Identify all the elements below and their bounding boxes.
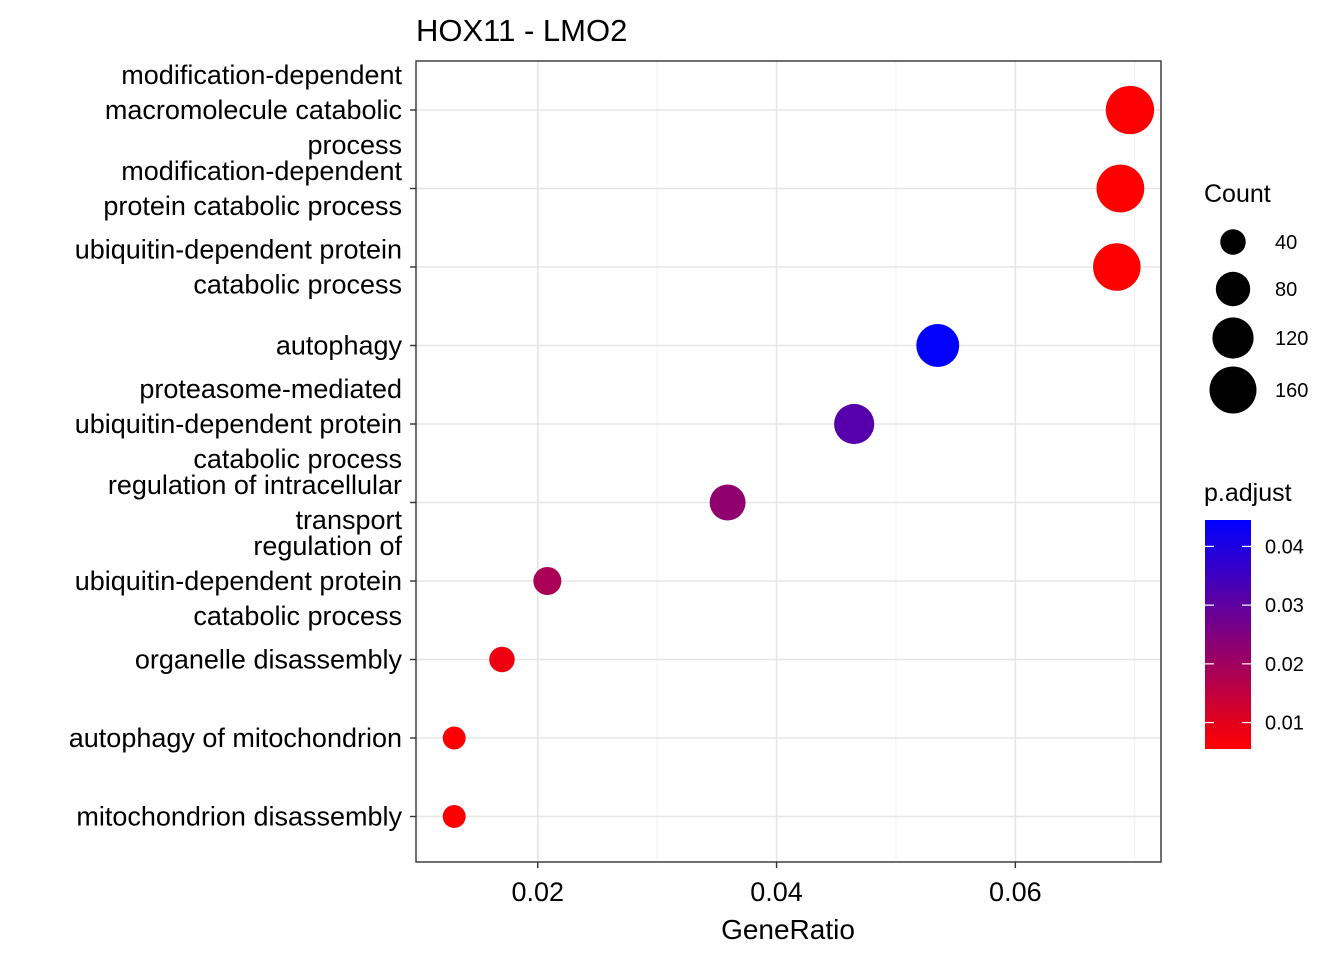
legend-padjust-title: p.adjust xyxy=(1204,479,1292,507)
y-tick-label: process xyxy=(307,130,402,160)
data-point xyxy=(442,726,466,750)
y-tick-label: macromolecule catabolic xyxy=(105,95,402,125)
colorbar-label: 0.01 xyxy=(1265,713,1304,735)
grid-lines xyxy=(416,61,1161,862)
data-point xyxy=(489,646,515,673)
y-tick-label: autophagy of mitochondrion xyxy=(69,723,402,753)
size-legend-key xyxy=(1209,366,1257,414)
colorbar-label: 0.04 xyxy=(1265,536,1304,558)
x-tick-label: 0.04 xyxy=(750,877,803,907)
data-point xyxy=(834,403,875,445)
y-tick-label: protein catabolic process xyxy=(103,191,402,221)
data-point xyxy=(533,566,562,596)
size-legend-label: 120 xyxy=(1275,328,1308,350)
y-tick-label: catabolic process xyxy=(193,270,402,300)
size-legend-key xyxy=(1215,271,1251,307)
colorbar-label: 0.03 xyxy=(1265,595,1304,617)
y-tick-label: autophagy xyxy=(276,331,403,361)
y-tick-label: transport xyxy=(295,505,402,535)
plot-panel-border xyxy=(415,60,1162,863)
y-tick-label: proteasome-mediated xyxy=(139,374,402,404)
data-point xyxy=(1093,243,1141,291)
y-tick-label: ubiquitin-dependent protein xyxy=(75,235,402,265)
data-points xyxy=(442,85,1155,828)
color-legend: 0.01 0.02 0.03 0.04 xyxy=(1205,536,1304,735)
colorbar-label: 0.02 xyxy=(1265,654,1304,676)
data-point xyxy=(442,805,466,828)
size-legend-key xyxy=(1212,317,1254,359)
y-tick-label: organelle disassembly xyxy=(135,645,403,675)
y-tick-label: catabolic process xyxy=(193,601,402,631)
plot-panel-bg xyxy=(416,61,1161,862)
y-tick-label: modification-dependent xyxy=(121,156,402,186)
y-axis: modification-dependent macromolecule cata… xyxy=(69,60,416,832)
data-point xyxy=(709,484,746,521)
size-legend-label: 80 xyxy=(1275,279,1297,301)
data-point xyxy=(916,324,960,367)
size-legend-key xyxy=(1220,229,1246,255)
data-point xyxy=(1105,85,1155,135)
y-tick-label: ubiquitin-dependent protein xyxy=(75,409,402,439)
x-tick-label: 0.06 xyxy=(989,877,1042,907)
size-legend: 40 80 120 160 xyxy=(1209,229,1308,414)
data-point xyxy=(1096,164,1145,213)
y-tick-label: modification-dependent xyxy=(121,60,402,90)
x-tick-label: 0.02 xyxy=(511,877,564,907)
size-legend-label: 40 xyxy=(1275,232,1297,254)
y-tick-label: ubiquitin-dependent protein xyxy=(75,566,402,596)
chart-title: HOX11 - LMO2 xyxy=(416,13,627,48)
y-tick-label: regulation of xyxy=(253,531,402,561)
padjust-colorbar xyxy=(1205,520,1251,749)
x-axis-title: GeneRatio xyxy=(721,914,855,945)
size-legend-label: 160 xyxy=(1275,380,1308,402)
y-tick-label: regulation of intracellular xyxy=(108,470,402,500)
y-tick-label: mitochondrion disassembly xyxy=(76,802,402,832)
legend-count-title: Count xyxy=(1204,180,1271,208)
x-axis: 0.02 0.04 0.06 xyxy=(511,862,1042,907)
y-tick-label: catabolic process xyxy=(193,444,402,474)
